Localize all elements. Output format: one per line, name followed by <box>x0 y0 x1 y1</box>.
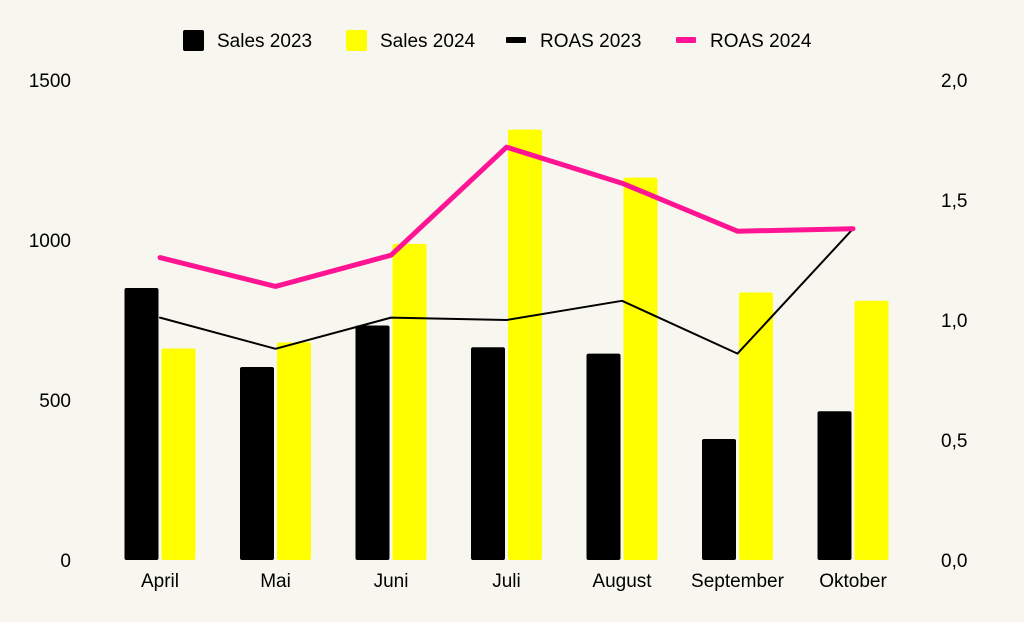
bar-sales-2023-mai <box>240 367 274 560</box>
x-axis: April Mai Juni Juli August September Oktober <box>141 571 887 592</box>
bar-sales-2024-april <box>161 348 196 560</box>
legend-label-roas-2023: ROAS 2023 <box>540 31 641 52</box>
legend-label-sales-2023: Sales 2023 <box>217 31 312 52</box>
bar-sales-2023-juli <box>471 347 505 560</box>
bar-sales-2023-april <box>124 288 159 560</box>
legend-label-roas-2024: ROAS 2024 <box>710 31 812 52</box>
bar-sales-2024-mai <box>277 342 311 560</box>
bars <box>124 129 889 560</box>
legend-label-sales-2024: Sales 2024 <box>380 31 476 52</box>
y-right-tick-label: 1,0 <box>941 311 967 332</box>
bar-sales-2023-august <box>586 353 621 560</box>
bar-sales-2024-juni <box>392 243 427 560</box>
y-left-tick-label: 1500 <box>29 71 71 92</box>
x-tick-label: Oktober <box>819 571 887 592</box>
lines <box>157 144 856 355</box>
line-roas-2024 <box>157 144 856 289</box>
legend-swatch-roas-2023 <box>506 37 526 43</box>
bar-sales-2024-juli <box>508 129 542 560</box>
bar-sales-2024-oktober <box>854 300 889 560</box>
bar-sales-2023-oktober <box>817 411 852 560</box>
x-tick-label: Mai <box>260 571 291 592</box>
y-right-tick-label: 2,0 <box>941 71 967 92</box>
x-tick-label: September <box>691 571 785 592</box>
bar-sales-2023-september <box>702 439 736 560</box>
legend-swatch-sales-2024 <box>346 30 367 51</box>
x-tick-label: April <box>141 571 179 592</box>
y-left-tick-label: 0 <box>60 551 71 572</box>
legend: Sales 2023 Sales 2024 ROAS 2023 ROAS 2024 <box>183 30 812 52</box>
y-right-tick-label: 0,0 <box>941 551 967 572</box>
x-tick-label: August <box>592 571 652 592</box>
bar-sales-2024-september <box>739 292 773 560</box>
y-right-tick-label: 1,5 <box>941 191 967 212</box>
y-right-tick-label: 0,5 <box>941 431 967 452</box>
y-axis-right: 0,0 0,5 1,0 1,5 2,0 <box>941 71 967 572</box>
legend-swatch-roas-2024 <box>676 37 696 43</box>
bar-sales-2023-juni <box>355 325 390 560</box>
y-axis-left: 0 500 1000 1500 <box>29 71 71 572</box>
y-left-tick-label: 1000 <box>29 231 71 252</box>
line-roas-2023 <box>159 227 854 355</box>
bar-sales-2024-august <box>623 177 658 560</box>
x-tick-label: Juli <box>492 571 521 592</box>
y-left-tick-label: 500 <box>39 391 71 412</box>
legend-swatch-sales-2023 <box>183 30 204 51</box>
x-tick-label: Juni <box>374 571 409 592</box>
